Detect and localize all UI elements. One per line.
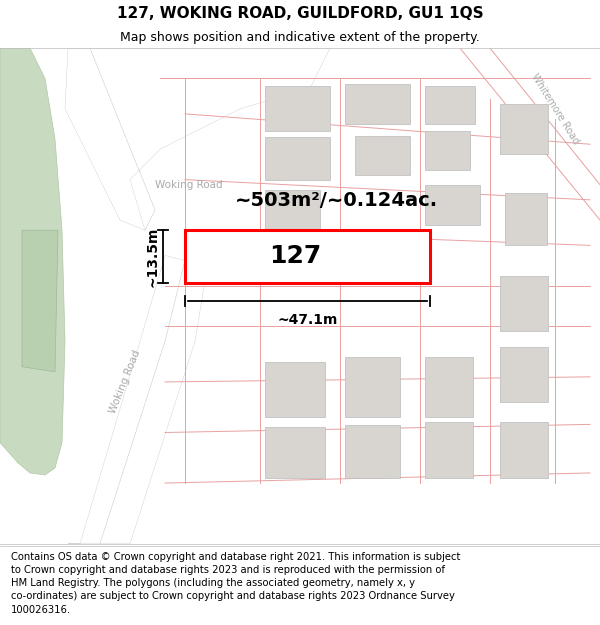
Bar bbox=[505, 192, 547, 246]
Bar bbox=[345, 426, 400, 478]
Text: ~47.1m: ~47.1m bbox=[277, 313, 338, 327]
Polygon shape bbox=[22, 230, 58, 372]
Text: ~13.5m: ~13.5m bbox=[145, 226, 159, 287]
Bar bbox=[345, 84, 410, 124]
Polygon shape bbox=[100, 251, 210, 544]
Bar bbox=[500, 346, 548, 402]
Bar bbox=[345, 357, 400, 418]
Bar bbox=[500, 422, 548, 478]
Text: Map shows position and indicative extent of the property.: Map shows position and indicative extent… bbox=[120, 31, 480, 44]
Text: 127, WOKING ROAD, GUILDFORD, GU1 1QS: 127, WOKING ROAD, GUILDFORD, GU1 1QS bbox=[116, 6, 484, 21]
Text: Whitemore Road: Whitemore Road bbox=[529, 72, 581, 146]
Bar bbox=[265, 428, 325, 478]
Text: ~503m²/~0.124ac.: ~503m²/~0.124ac. bbox=[235, 191, 438, 210]
Bar bbox=[265, 86, 330, 131]
Bar bbox=[265, 190, 320, 240]
Bar bbox=[500, 104, 548, 154]
Bar bbox=[425, 422, 473, 478]
Text: Woking Road: Woking Road bbox=[107, 349, 142, 415]
Polygon shape bbox=[0, 48, 65, 475]
Bar bbox=[265, 362, 325, 418]
Bar bbox=[425, 86, 475, 124]
Bar bbox=[425, 131, 470, 169]
Text: Contains OS data © Crown copyright and database right 2021. This information is : Contains OS data © Crown copyright and d… bbox=[11, 552, 460, 614]
Bar bbox=[265, 240, 325, 276]
Bar bbox=[425, 184, 480, 225]
Polygon shape bbox=[68, 256, 185, 544]
Bar bbox=[185, 230, 430, 282]
Polygon shape bbox=[65, 48, 155, 230]
Bar bbox=[265, 137, 330, 179]
Polygon shape bbox=[90, 48, 330, 230]
Bar bbox=[425, 357, 473, 418]
Bar bbox=[500, 276, 548, 331]
Text: Woking Road: Woking Road bbox=[155, 179, 223, 189]
Text: 127: 127 bbox=[269, 244, 322, 269]
Bar bbox=[355, 136, 410, 174]
